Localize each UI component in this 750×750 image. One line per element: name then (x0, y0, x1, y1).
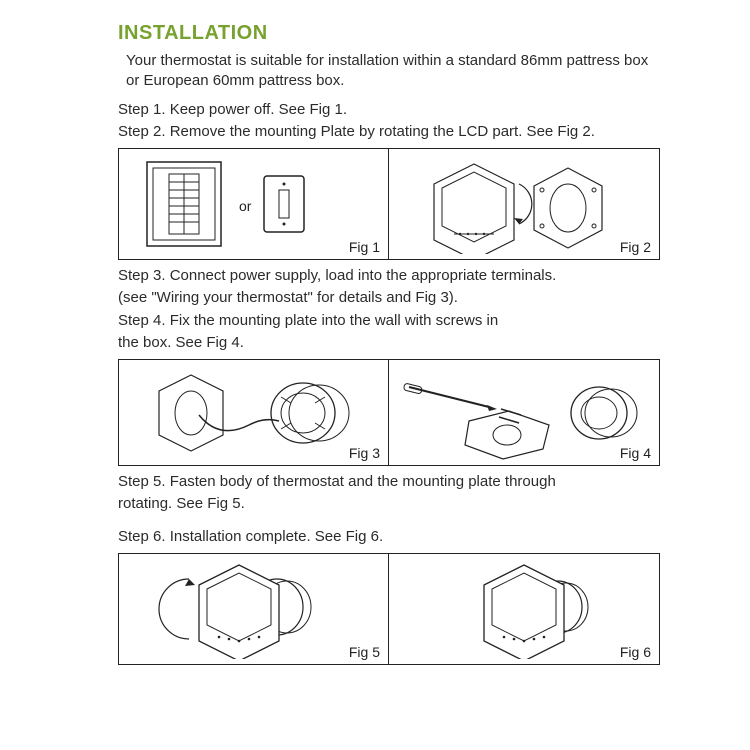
fig6-label: Fig 6 (620, 644, 651, 660)
fig5-label: Fig 5 (349, 644, 380, 660)
step-4b: the box. See Fig 4. (118, 333, 660, 353)
figure-row-2: Fig 3 (118, 359, 660, 466)
fig5-cell: Fig 5 (119, 554, 389, 664)
fig2-label: Fig 2 (620, 239, 651, 255)
fig3-label: Fig 3 (349, 445, 380, 461)
figure-row-1: or Fig 1 (118, 148, 660, 260)
step-4a: Step 4. Fix the mounting plate into the … (118, 311, 660, 331)
fig3-cell: Fig 3 (119, 360, 389, 465)
intro-text: Your thermostat is suitable for installa… (126, 51, 660, 92)
fig1-illustration: or (139, 156, 369, 252)
step-5b: rotating. See Fig 5. (118, 494, 660, 514)
step-6: Step 6. Installation complete. See Fig 6… (118, 527, 660, 547)
step-1: Step 1. Keep power off. See Fig 1. (118, 100, 660, 120)
fig5-illustration (129, 559, 379, 659)
figure-row-3: Fig 5 Fig 6 (118, 553, 660, 665)
fig4-label: Fig 4 (620, 445, 651, 461)
fig4-illustration (399, 365, 649, 460)
fig6-illustration (399, 559, 649, 659)
step-2: Step 2. Remove the mounting Plate by rot… (118, 122, 660, 142)
fig3-illustration (129, 365, 379, 460)
installation-page: INSTALLATION Your thermostat is suitable… (0, 0, 750, 665)
fig2-illustration (399, 154, 649, 254)
fig1-cell: or Fig 1 (119, 149, 389, 259)
fig1-label: Fig 1 (349, 239, 380, 255)
page-title: INSTALLATION (118, 22, 660, 45)
fig6-cell: Fig 6 (389, 554, 659, 664)
step-3b: (see "Wiring your thermostat" for detail… (118, 288, 660, 308)
step-3a: Step 3. Connect power supply, load into … (118, 266, 660, 286)
step-5a: Step 5. Fasten body of thermostat and th… (118, 472, 660, 492)
fig2-cell: Fig 2 (389, 149, 659, 259)
fig4-cell: Fig 4 (389, 360, 659, 465)
or-label: or (239, 198, 252, 214)
